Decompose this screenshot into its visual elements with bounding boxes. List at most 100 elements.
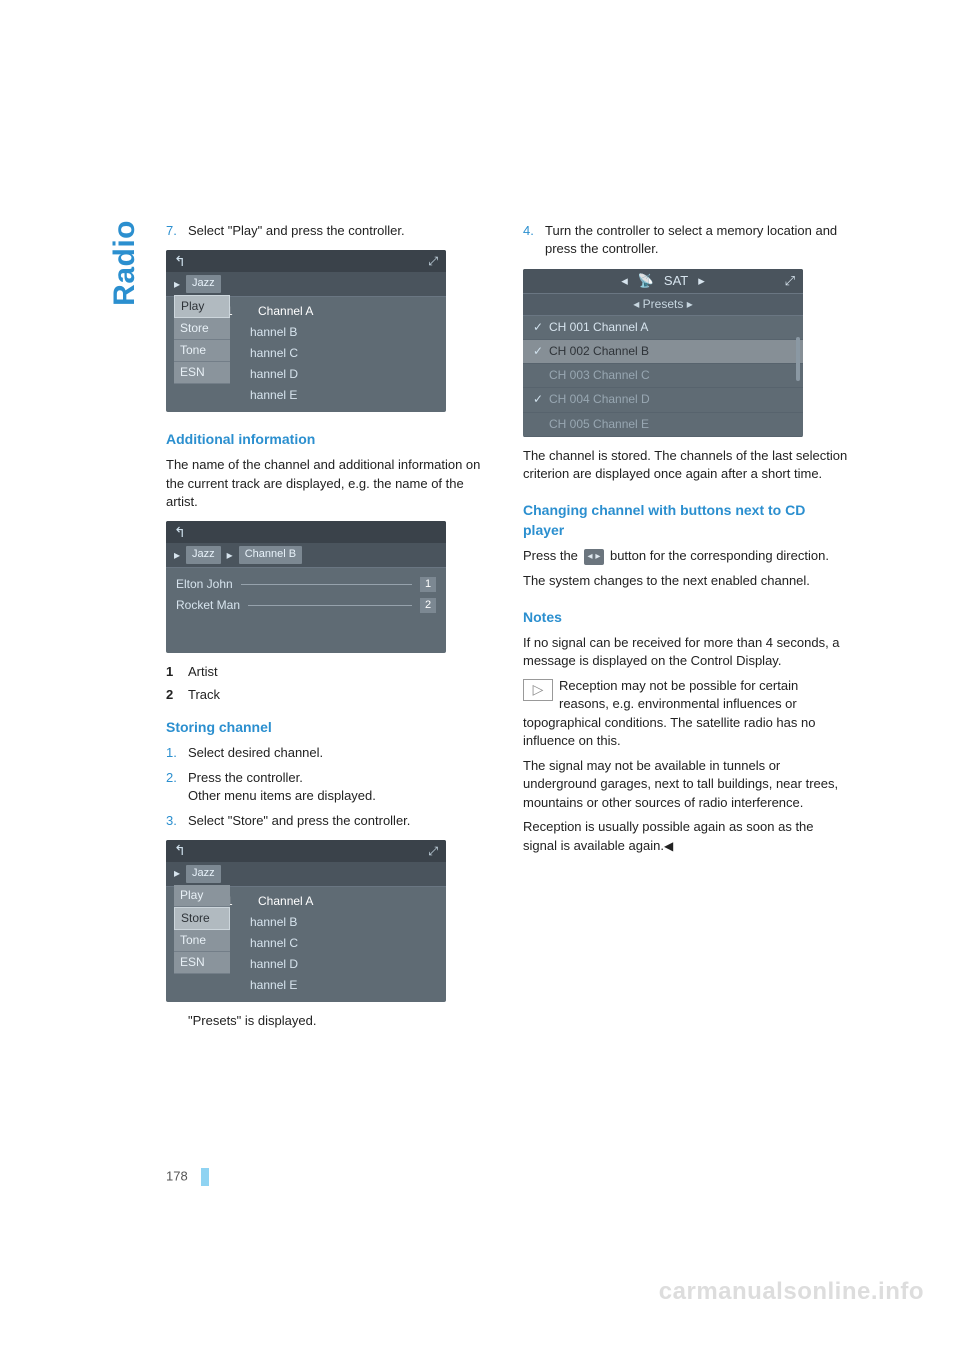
step-4: 4. Turn the controller to select a memor…: [523, 222, 848, 259]
tag-arrow-icon: ▸: [174, 276, 180, 293]
tag-arrow-icon: ▸: [174, 547, 180, 564]
artist-row: Elton John 1: [166, 574, 446, 595]
preset-row-active: ✓ CH 002 Channel B: [523, 340, 803, 364]
list-item: hannel E: [250, 385, 446, 406]
menu-item-tone: Tone: [174, 930, 230, 952]
preset-label: CH 004 Channel D: [549, 391, 650, 408]
step-number: 3.: [166, 812, 188, 830]
category-tag: Jazz: [186, 865, 221, 883]
watermark: carmanualsonline.info: [659, 1278, 924, 1306]
channel-name: Channel A: [258, 303, 313, 320]
arrow-right-icon: ▸: [698, 272, 705, 290]
page-number-bar: [201, 1168, 209, 1186]
preset-list: ✓ CH 001 Channel A ✓ CH 002 Channel B CH…: [523, 316, 803, 436]
arrow-right-icon: ▸: [687, 297, 693, 311]
screenshot-play-menu: ↰ ⤢ ▸ Jazz ✓ CH 001 Channel A Play Store: [166, 250, 491, 412]
screenshot-store-menu: ↰ ⤢ ▸ Jazz ✓ CH 001 Channel A Play Store: [166, 840, 491, 1002]
preset-label: CH 003 Channel C: [549, 367, 650, 384]
preset-row: ✓ CH 004 Channel D: [523, 388, 803, 412]
callout-line: [248, 605, 412, 606]
legend-number: 1: [166, 663, 188, 681]
list-item: hannel C: [250, 343, 446, 364]
heading-additional-info: Additional information: [166, 430, 491, 450]
legend-artist: 1 Artist: [166, 663, 491, 681]
category-tag: Jazz: [186, 546, 221, 564]
back-icon: ↰: [174, 841, 186, 861]
ss-body: ✓ CH 001 Channel A Play Store Tone ESN h…: [166, 887, 446, 1002]
text-segment: button for the corresponding direction.: [606, 548, 829, 563]
store-step-3: 3. Select "Store" and press the controll…: [166, 812, 491, 830]
arrow-left-icon: ◂: [621, 272, 628, 290]
screenshot-presets: ◂ 📡 SAT ▸ ⤢ ◂ Presets ▸ ✓ CH 001 Channel…: [523, 269, 848, 437]
list-item: hannel C: [250, 933, 446, 954]
step-text: Select "Store" and press the controller.: [188, 812, 410, 830]
list-item: hannel B: [250, 912, 446, 933]
store-step-1: 1. Select desired channel.: [166, 744, 491, 762]
callout-line: [241, 584, 412, 585]
direction-button-icon: ◂ ▸: [584, 549, 605, 565]
ss-header: ↰ ⤢: [166, 250, 446, 272]
presets-sub: ◂ Presets ▸: [523, 294, 803, 316]
paragraph-reception-again: Reception is usually possible again as s…: [523, 818, 848, 855]
menu-item-esn: ESN: [174, 362, 230, 384]
preset-label: CH 005 Channel E: [549, 416, 649, 433]
ss-body: Elton John 1 Rocket Man 2: [166, 568, 446, 622]
scrollbar: [796, 337, 800, 381]
ss-breadcrumb: ▸ Jazz: [166, 862, 446, 887]
paragraph-system-changes: The system changes to the next enabled c…: [523, 572, 848, 590]
preset-row: ✓ CH 001 Channel A: [523, 316, 803, 340]
ss-header: ↰ ⤢: [166, 840, 446, 862]
step-text: Turn the controller to select a memory l…: [545, 222, 848, 259]
ss-breadcrumb: ▸ Jazz: [166, 272, 446, 297]
track-row: Rocket Man 2: [166, 595, 446, 616]
menu-item-store: Store: [174, 907, 230, 930]
heading-storing-channel: Storing channel: [166, 718, 491, 738]
check-icon: ✓: [533, 343, 549, 360]
menu-item-esn: ESN: [174, 952, 230, 974]
preset-label: CH 002 Channel B: [549, 343, 649, 360]
paragraph: The name of the channel and additional i…: [166, 456, 491, 511]
list-item: hannel B: [250, 322, 446, 343]
sat-label: SAT: [664, 272, 688, 290]
ss-breadcrumb: ▸ Jazz ▸ Channel B: [166, 543, 446, 568]
end-marker-icon: ◀: [664, 839, 673, 853]
page-number-text: 178: [166, 1168, 188, 1183]
screenshot-track-info: ↰ ▸ Jazz ▸ Channel B Elton John 1 Rocket…: [166, 521, 491, 653]
preset-row: CH 003 Channel C: [523, 364, 803, 388]
step-text: Select "Play" and press the controller.: [188, 222, 405, 240]
channel-tag: Channel B: [239, 546, 302, 564]
heading-changing-channel: Changing channel with buttons next to CD…: [523, 501, 848, 541]
legend-text: Artist: [188, 663, 218, 681]
heading-notes: Notes: [523, 608, 848, 628]
presets-displayed-text: "Presets" is displayed.: [166, 1012, 491, 1030]
legend-track: 2 Track: [166, 686, 491, 704]
preset-label: CH 001 Channel A: [549, 319, 648, 336]
step-number: 2.: [166, 769, 188, 806]
step-line-2: Other menu items are displayed.: [188, 788, 376, 803]
menu-item-play: Play: [174, 295, 230, 318]
context-menu: Play Store Tone ESN: [174, 295, 230, 384]
step-number: 1.: [166, 744, 188, 762]
list-item: hannel D: [250, 364, 446, 385]
ss-header: ↰: [166, 521, 446, 543]
step-text: Select desired channel.: [188, 744, 323, 762]
step-7: 7. Select "Play" and press the controlle…: [166, 222, 491, 240]
note-block: ▷ Reception may not be possible for cert…: [523, 677, 848, 751]
sat-header: ◂ 📡 SAT ▸ ⤢: [523, 269, 803, 294]
text-segment: Press the: [523, 548, 582, 563]
artist-name: Elton John: [176, 576, 233, 593]
paragraph-press-button: Press the ◂ ▸ button for the correspondi…: [523, 547, 848, 565]
preset-row: CH 005 Channel E: [523, 413, 803, 437]
note-text: Reception may not be possible for certai…: [523, 678, 815, 748]
legend-text: Track: [188, 686, 220, 704]
callout-number: 1: [420, 577, 436, 593]
context-menu: Play Store Tone ESN: [174, 885, 230, 974]
note-icon: ▷: [523, 679, 553, 701]
paragraph-no-signal: If no signal can be received for more th…: [523, 634, 848, 671]
track-name: Rocket Man: [176, 597, 240, 614]
callout-number: 2: [420, 598, 436, 614]
page-number: 178: [166, 1168, 209, 1186]
menu-item-store: Store: [174, 318, 230, 340]
back-icon: ↰: [174, 523, 186, 543]
menu-item-play: Play: [174, 885, 230, 907]
